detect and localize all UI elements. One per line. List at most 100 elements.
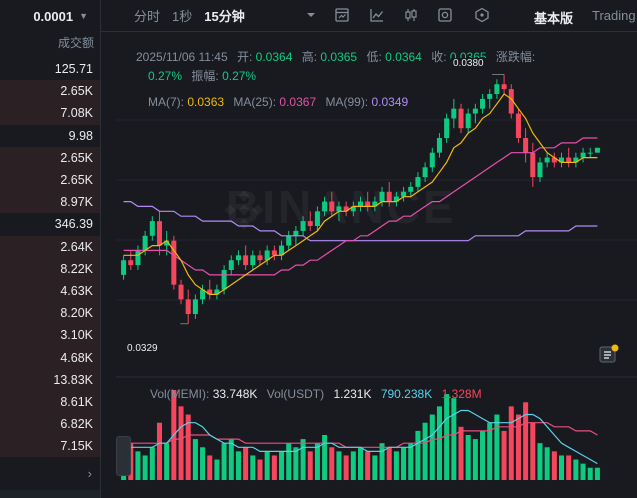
volume-row[interactable]: 4.68K bbox=[0, 346, 100, 369]
volume-row[interactable]: 7.08K bbox=[0, 102, 100, 125]
indicator-icon[interactable] bbox=[334, 7, 350, 23]
candle-body bbox=[480, 98, 486, 109]
vol-value: 33.748K bbox=[212, 387, 258, 401]
chevron-down-icon[interactable] bbox=[303, 7, 319, 23]
timeframe-1s[interactable]: 1秒 bbox=[172, 9, 193, 24]
candle-body bbox=[243, 255, 249, 266]
candle-body bbox=[530, 152, 536, 178]
volume-bar bbox=[343, 455, 349, 480]
volume-row[interactable]: 8.20K bbox=[0, 302, 100, 325]
candle-body bbox=[501, 84, 507, 90]
volume-row[interactable]: 2.65K bbox=[0, 80, 100, 103]
chart-toolbar: 分时 1秒 15分钟 基本版 Trading bbox=[100, 0, 637, 32]
volume-row[interactable]: 125.71 bbox=[0, 58, 100, 80]
volume-row[interactable]: 9.98 bbox=[0, 125, 100, 147]
volume-bar bbox=[458, 426, 464, 480]
view-basic-tab[interactable]: 基本版 bbox=[534, 11, 574, 26]
candle-body bbox=[587, 152, 593, 154]
notes-icon[interactable] bbox=[599, 344, 619, 364]
vol-ma1-value: 790.238K bbox=[380, 387, 433, 401]
chart-canvas bbox=[116, 74, 637, 480]
volume-bar bbox=[200, 447, 206, 480]
volume-row[interactable]: 6.82K bbox=[0, 413, 100, 436]
precision-select[interactable]: 0.0001 ▼ bbox=[0, 0, 100, 32]
volume-bar bbox=[401, 447, 407, 480]
volume-row[interactable]: 2.65K bbox=[0, 168, 100, 192]
left-scrollbar[interactable] bbox=[0, 490, 100, 498]
candle-body bbox=[559, 157, 565, 163]
ma7-value: 0.0363 bbox=[187, 95, 225, 109]
volume-bar bbox=[422, 422, 428, 480]
volume-row-value: 4.63K bbox=[60, 283, 93, 298]
candle-body bbox=[293, 230, 299, 236]
volume-bar bbox=[515, 414, 521, 480]
volume-bar bbox=[580, 463, 586, 480]
volume-row[interactable]: 8.97K bbox=[0, 191, 100, 214]
volume-bar bbox=[523, 402, 529, 480]
candle-body bbox=[271, 250, 277, 256]
open-value: 0.0364 bbox=[255, 50, 293, 64]
ma25-value: 0.0367 bbox=[279, 95, 317, 109]
volume-bar bbox=[372, 455, 378, 480]
candle-body bbox=[200, 289, 206, 300]
candle-body bbox=[487, 94, 493, 99]
caret-down-icon: ▼ bbox=[79, 11, 88, 21]
timeframe-realtime[interactable]: 分时 bbox=[134, 9, 161, 24]
order-book-panel: 0.0001 ▼ 成交额 125.71 2.65K 7.08K 9.98 2.65K 2.… bbox=[0, 0, 101, 498]
low-price-marker: 0.0329 bbox=[125, 343, 160, 354]
volume-row-value: 7.15K bbox=[60, 439, 93, 454]
volume-bar bbox=[537, 443, 543, 480]
amplitude-label: 振幅: bbox=[191, 69, 219, 83]
volume-bar bbox=[451, 398, 457, 480]
volume-row[interactable]: 2.65K bbox=[0, 146, 100, 169]
volume-bar bbox=[350, 451, 356, 480]
volume-row-value: 9.98 bbox=[68, 128, 93, 143]
view-tradingview-tab[interactable]: Trading bbox=[592, 8, 636, 23]
settings-icon[interactable] bbox=[437, 7, 453, 23]
candle-body bbox=[192, 299, 198, 314]
volume-row[interactable]: 346.39 bbox=[0, 213, 100, 235]
volume-bar bbox=[444, 394, 450, 480]
candle-body bbox=[408, 186, 414, 192]
volume-row[interactable]: 4.63K bbox=[0, 279, 100, 303]
candle-body bbox=[365, 201, 371, 207]
candle-body bbox=[401, 191, 407, 197]
chevron-right-icon[interactable]: › bbox=[87, 466, 92, 481]
candlestick-icon[interactable] bbox=[403, 7, 419, 23]
volume-row[interactable]: 8.22K bbox=[0, 257, 100, 280]
candle-body bbox=[472, 108, 478, 114]
volume-row[interactable]: 13.83K bbox=[0, 368, 100, 391]
chart-scroll-left-button[interactable] bbox=[116, 436, 131, 476]
candle-body bbox=[207, 289, 213, 295]
line-chart-icon[interactable] bbox=[369, 7, 385, 23]
timeframe-15m[interactable]: 15分钟 bbox=[204, 9, 245, 24]
vol-label: Vol(MEMI): bbox=[150, 387, 210, 401]
candle-body bbox=[444, 118, 450, 138]
volume-row-value: 3.10K bbox=[60, 328, 93, 343]
volume-bar bbox=[264, 451, 270, 480]
change-value: 0.27% bbox=[148, 69, 183, 83]
volume-row[interactable]: 8.61K bbox=[0, 390, 100, 413]
hexagon-icon[interactable] bbox=[474, 7, 490, 23]
volume-bar bbox=[408, 443, 414, 480]
volume-row-value: 8.20K bbox=[60, 306, 93, 321]
candle-body bbox=[128, 260, 134, 266]
candle-body bbox=[142, 235, 148, 251]
volume-bar bbox=[465, 435, 471, 480]
close-label: 收: bbox=[431, 50, 447, 64]
candle-body bbox=[580, 152, 586, 158]
volume-bar bbox=[142, 455, 148, 480]
volume-row[interactable]: 7.15K bbox=[0, 435, 100, 458]
volume-row-value: 4.68K bbox=[60, 350, 93, 365]
low-value: 0.0364 bbox=[385, 50, 422, 64]
candle-body bbox=[185, 299, 191, 314]
volume-bar bbox=[487, 422, 493, 480]
volume-bar bbox=[415, 430, 421, 480]
volume-bar bbox=[365, 451, 371, 480]
candle-body bbox=[300, 221, 306, 231]
candle-body bbox=[379, 191, 385, 202]
volume-row[interactable]: 2.64K bbox=[0, 235, 100, 258]
volume-bar bbox=[214, 459, 220, 480]
volume-row[interactable]: 3.10K bbox=[0, 324, 100, 347]
candle-body bbox=[537, 162, 543, 178]
